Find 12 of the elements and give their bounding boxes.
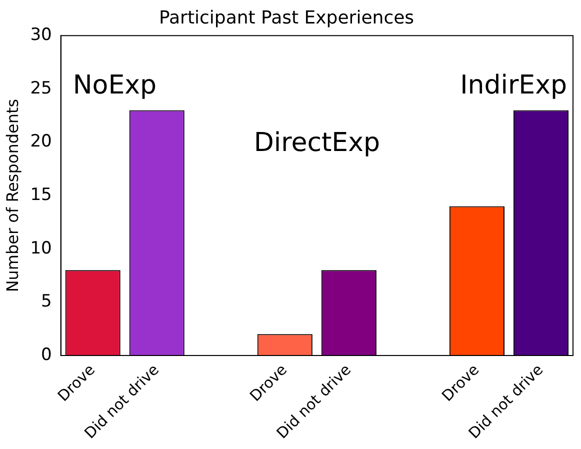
y-tick-label: 15: [30, 184, 52, 205]
chart-title: Participant Past Experiences: [158, 7, 414, 28]
y-axis-title: Number of Respondents: [2, 98, 22, 292]
y-tick-label: 25: [30, 78, 52, 98]
y-tick-label: 0: [41, 344, 52, 365]
annotation: IndirExp: [460, 70, 567, 101]
annotation: NoExp: [72, 70, 157, 101]
annotation: DirectExp: [254, 128, 380, 158]
y-tick-label: 20: [30, 132, 52, 152]
y-tick-label: 5: [41, 292, 52, 312]
y-tick-label: 10: [30, 238, 52, 258]
y-tick-label: 30: [30, 25, 52, 46]
